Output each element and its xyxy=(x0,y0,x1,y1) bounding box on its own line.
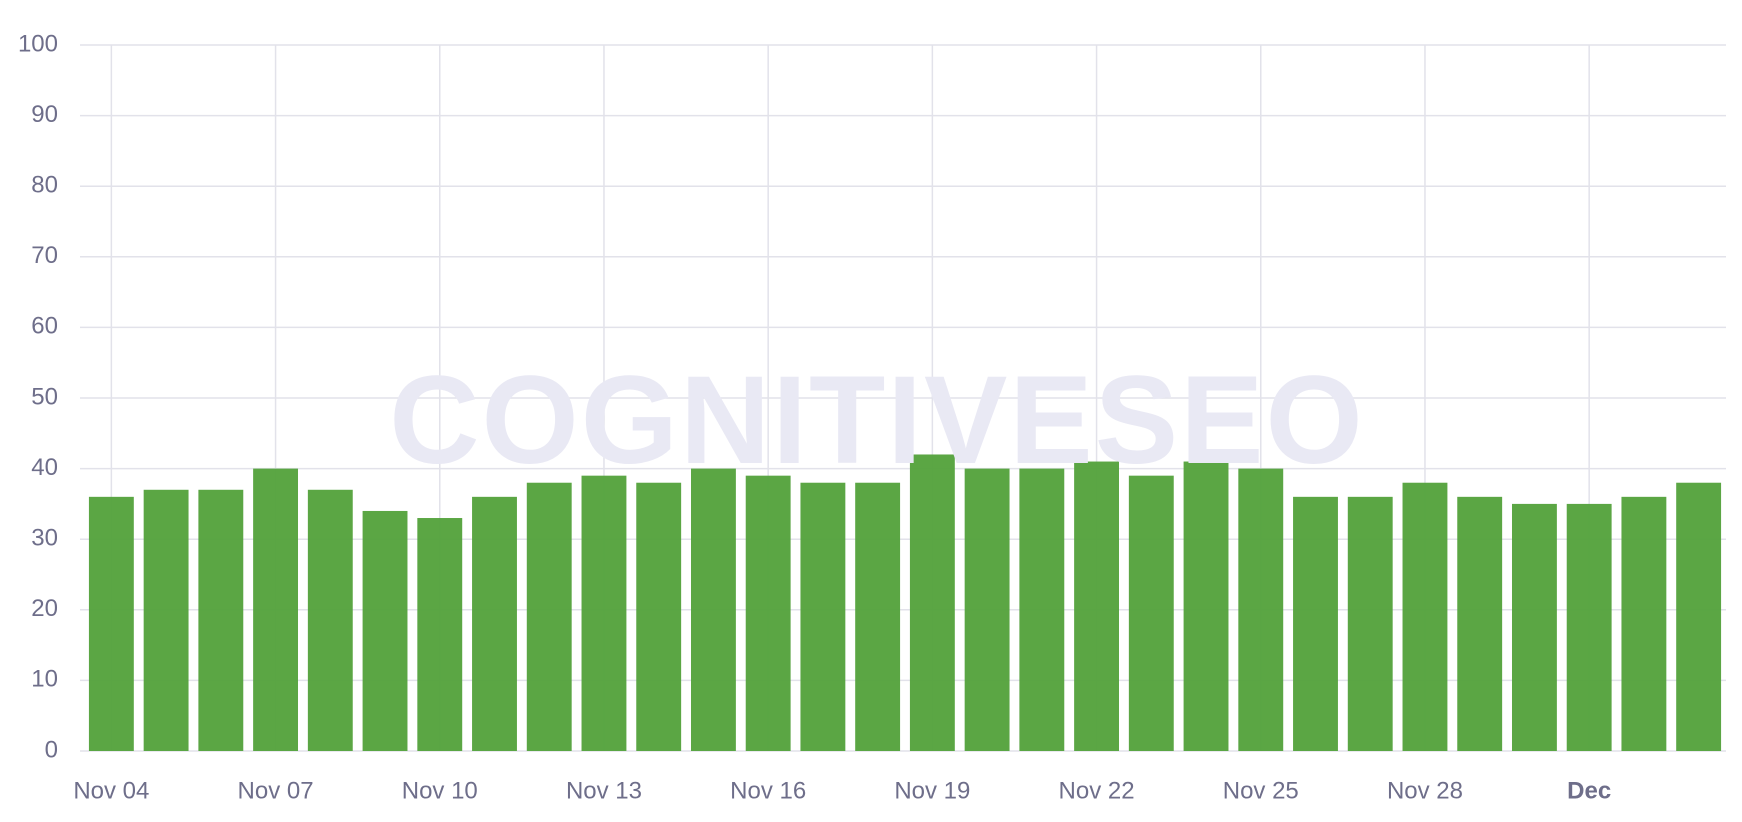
y-tick-label: 100 xyxy=(18,30,58,57)
bar xyxy=(1183,461,1229,751)
y-tick-label: 10 xyxy=(31,666,58,693)
y-tick-label: 30 xyxy=(31,525,58,552)
x-tick-label: Nov 13 xyxy=(566,777,642,804)
bar xyxy=(1566,503,1612,751)
bar xyxy=(253,468,299,751)
bar xyxy=(690,468,736,751)
bar xyxy=(1402,482,1448,751)
bar xyxy=(1676,482,1722,751)
bar xyxy=(745,475,791,751)
bar xyxy=(964,468,1010,751)
bar xyxy=(1457,496,1503,751)
x-tick-label: Nov 22 xyxy=(1059,777,1135,804)
bar xyxy=(1347,496,1393,751)
bar xyxy=(636,482,682,751)
x-tick-label: Nov 07 xyxy=(238,777,314,804)
y-tick-label: 60 xyxy=(31,313,58,340)
bar xyxy=(307,489,353,751)
bar xyxy=(526,482,572,751)
y-tick-label: 50 xyxy=(31,383,58,410)
bar xyxy=(1293,496,1338,751)
bar xyxy=(909,454,955,751)
bar xyxy=(1238,468,1284,751)
x-tick-label: Nov 16 xyxy=(730,777,806,804)
x-tick-label: Nov 25 xyxy=(1223,777,1299,804)
bar xyxy=(1128,475,1174,751)
bar xyxy=(855,482,901,751)
x-tick-label: Nov 04 xyxy=(73,777,149,804)
x-tick-label: Nov 10 xyxy=(402,777,478,804)
y-tick-label: 40 xyxy=(31,454,58,481)
bar xyxy=(1074,461,1120,751)
bar xyxy=(362,510,408,751)
bar xyxy=(1511,503,1557,751)
y-tick-label: 20 xyxy=(31,595,58,622)
x-tick-label: Nov 19 xyxy=(894,777,970,804)
bar xyxy=(800,482,846,751)
y-tick-label: 80 xyxy=(31,172,58,199)
bar xyxy=(143,489,189,751)
bar xyxy=(417,518,463,751)
bar xyxy=(88,496,134,751)
bar xyxy=(472,496,517,751)
bar xyxy=(1019,468,1065,751)
x-tick-label: Nov 28 xyxy=(1387,777,1463,804)
y-tick-label: 0 xyxy=(45,736,58,763)
y-tick-label: 90 xyxy=(31,101,58,128)
bar xyxy=(581,475,627,751)
watermark: COGNITIVESEO xyxy=(389,351,1365,490)
bar xyxy=(198,489,244,751)
y-tick-label: 70 xyxy=(31,242,58,269)
x-tick-label: Dec xyxy=(1567,777,1611,804)
bar xyxy=(1621,496,1667,751)
